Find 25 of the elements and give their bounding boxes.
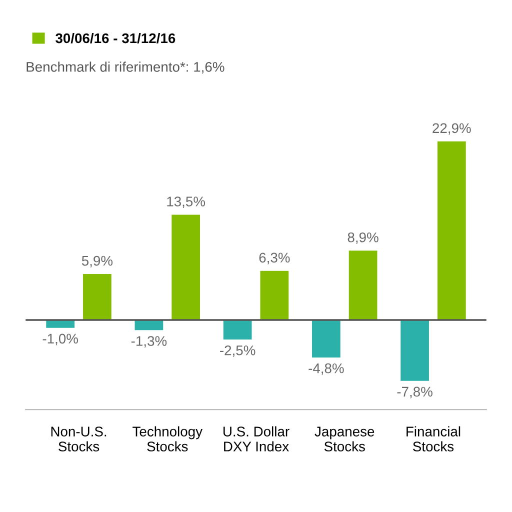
data-label: -2,5% xyxy=(220,345,256,357)
bar xyxy=(172,214,200,320)
data-label: -1,0% xyxy=(42,334,78,346)
bar xyxy=(400,320,429,381)
bar xyxy=(260,270,289,320)
x-tick-label: Non-U.S. Stocks xyxy=(51,426,106,452)
legend-label: 30/06/16 - 31/12/16 xyxy=(56,32,176,44)
data-label: -4,8% xyxy=(308,363,344,375)
x-tick-label: Japanese Stocks xyxy=(314,426,374,452)
data-label: 5,9% xyxy=(82,256,113,268)
data-label: -7,8% xyxy=(397,386,432,398)
x-tick-label: Technology Stocks xyxy=(132,426,202,452)
bar xyxy=(312,320,340,358)
bar xyxy=(83,274,112,320)
bar xyxy=(223,320,252,340)
data-label: -1,3% xyxy=(131,336,167,348)
data-label: 8,9% xyxy=(348,232,378,244)
x-tick-label: Financial Stocks xyxy=(406,426,460,452)
bar xyxy=(437,141,466,320)
data-label: 13,5% xyxy=(167,196,206,208)
x-tick-label: U.S. Dollar DXY Index xyxy=(224,426,290,452)
bar xyxy=(348,250,378,320)
data-label: 22,9% xyxy=(432,123,471,135)
data-label: 6,3% xyxy=(259,252,290,264)
chart-subtitle: Benchmark di riferimento*: 1,6% xyxy=(26,62,224,74)
